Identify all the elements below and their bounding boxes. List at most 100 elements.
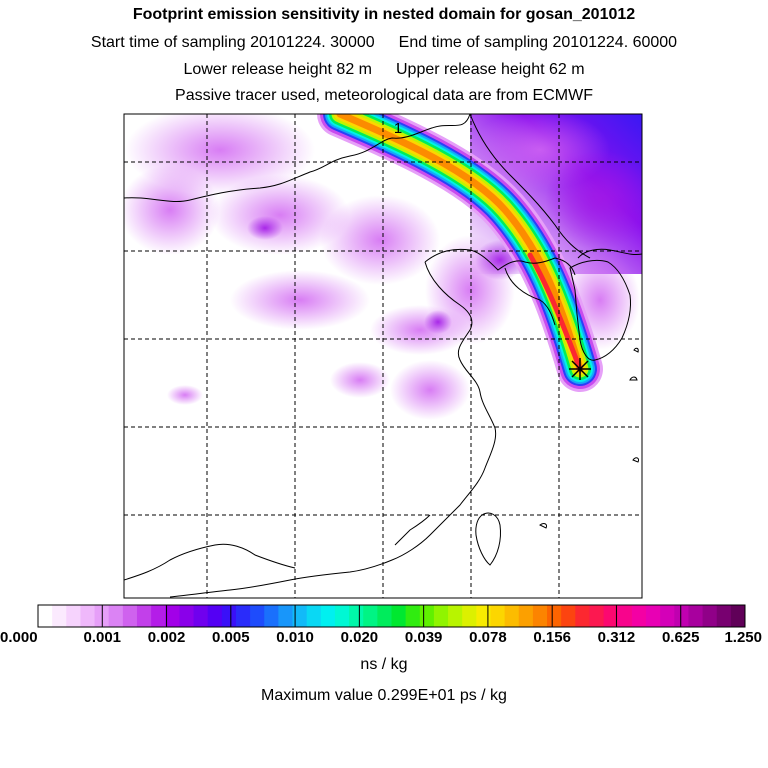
colorbar-tick-label: 0.156 [533, 629, 571, 646]
upper-height-label: Upper release height 62 m [396, 61, 585, 78]
colorbar-tick-label: 0.000 [0, 629, 38, 646]
colorbar-swatch [391, 605, 407, 627]
colorbar-tick-label: 0.020 [340, 629, 379, 646]
coast-korea [569, 259, 631, 361]
max-value-label: Maximum value 0.299E+01 ps / kg [261, 687, 507, 704]
lower-height-label: Lower release height 82 m [183, 61, 372, 78]
colorbar-swatch [617, 605, 633, 627]
island-taiwan [475, 512, 501, 566]
sensitivity-patch [390, 360, 470, 420]
colorbar-swatch [603, 605, 619, 627]
colorbar-swatch [716, 605, 732, 627]
colorbar-swatch [448, 605, 463, 627]
colorbar-swatch [674, 605, 689, 627]
colorbar-swatch [320, 605, 336, 627]
border-manchuria [469, 114, 591, 259]
sensitivity-field [124, 114, 642, 598]
colorbar-tick-label: 1.250 [724, 629, 762, 646]
colorbar-swatch [518, 605, 534, 627]
colorbar-frame [37, 604, 746, 628]
colorbar-swatch [349, 605, 364, 627]
colorbar-swatch [193, 605, 209, 627]
coast-bohai [424, 248, 576, 276]
colorbar-swatch [646, 605, 661, 627]
receptor-star [569, 358, 591, 380]
colorbar-swatch [476, 605, 491, 627]
colorbar-swatch [136, 605, 152, 627]
coast-shandong [504, 267, 556, 326]
colorbar-swatch [561, 605, 576, 627]
colorbar-swatch [207, 605, 223, 627]
sensitivity-patch [230, 270, 370, 330]
colorbar-swatch [108, 605, 124, 627]
colorbar-swatch [306, 605, 322, 627]
colorbar-tick-label: 0.002 [147, 629, 186, 646]
colorbar-swatch [660, 605, 675, 627]
colorbar-swatch [66, 605, 81, 627]
colorbar-swatch [38, 605, 53, 627]
colorbar-swatch [221, 605, 237, 627]
colorbar-swatch [405, 605, 421, 627]
colorbar-swatch [235, 605, 251, 627]
colorbar-tick-label: 0.005 [212, 629, 250, 646]
colorbar-swatch [278, 605, 294, 627]
colorbar-swatch [151, 605, 166, 627]
colorbar-swatch [504, 605, 520, 627]
colorbar-tick-label: 0.625 [661, 629, 700, 646]
colorbar-swatch [122, 605, 138, 627]
coast-south-inland [124, 543, 296, 581]
colorbar-swatch [377, 605, 392, 627]
release-heights: Lower release height 82 m Upper release h… [0, 61, 768, 79]
colorbar-swatch [292, 605, 308, 627]
colorbar-swatch [80, 605, 96, 627]
border-korea-north [577, 248, 642, 259]
graticule [124, 114, 642, 598]
colorbar-swatch [462, 605, 477, 627]
colorbar-swatch [334, 605, 350, 627]
sensitivity-patch [545, 150, 642, 250]
sensitivity-patch [320, 195, 440, 285]
colorbar-swatch [490, 605, 506, 627]
colorbar-tick-label: 0.312 [597, 629, 636, 646]
sampling-times: Start time of sampling 20101224. 30000 En… [0, 34, 768, 52]
colorbar-tick-label: 0.010 [276, 629, 314, 646]
colorbar-swatch [589, 605, 605, 627]
plume-band [317, 114, 603, 392]
colorbar-swatch [250, 605, 265, 627]
colorbar-swatch [264, 605, 279, 627]
colorbar-tick-label: 0.078 [469, 629, 507, 646]
colorbar-swatch [52, 605, 67, 627]
colorbar-swatch [547, 605, 562, 627]
units-label: ns / kg [360, 656, 408, 673]
sensitivity-patch [247, 216, 283, 240]
end-time-label: End time of sampling 20101224. 60000 [398, 34, 678, 51]
model-note: Passive tracer used, meteorological data… [175, 87, 593, 104]
colorbar-swatch [688, 605, 704, 627]
colorbar-swatch [575, 605, 590, 627]
border-mongolia [124, 114, 471, 203]
small-islands [539, 347, 639, 529]
sensitivity-patch [424, 310, 452, 334]
colorbar-swatch [363, 605, 378, 627]
colorbar-swatch [165, 605, 180, 627]
sensitivity-patch [167, 385, 203, 405]
colorbar-swatch [532, 605, 548, 627]
colorbar [37, 604, 746, 628]
sensitivity-patch [370, 305, 470, 355]
border-province [394, 514, 431, 546]
colorbar-swatch [631, 605, 647, 627]
colorbar-swatch [179, 605, 195, 627]
sensitivity-patch [210, 175, 350, 255]
map-frame [123, 113, 643, 599]
colorbar-swatch [702, 605, 718, 627]
start-time-label: Start time of sampling 20101224. 30000 [90, 34, 375, 51]
colorbar-swatch [433, 605, 449, 627]
colorbar-tick-label: 0.001 [83, 629, 122, 646]
colorbar-swatch [419, 605, 435, 627]
map-title: Footprint emission sensitivity in nested… [132, 6, 636, 23]
colorbar-swatch [730, 605, 746, 627]
sensitivity-patch [330, 362, 390, 398]
colorbar-tick-label: 0.039 [404, 629, 443, 646]
footprint-map: 1 [37, 113, 746, 628]
plume-label: 1 [394, 120, 402, 137]
